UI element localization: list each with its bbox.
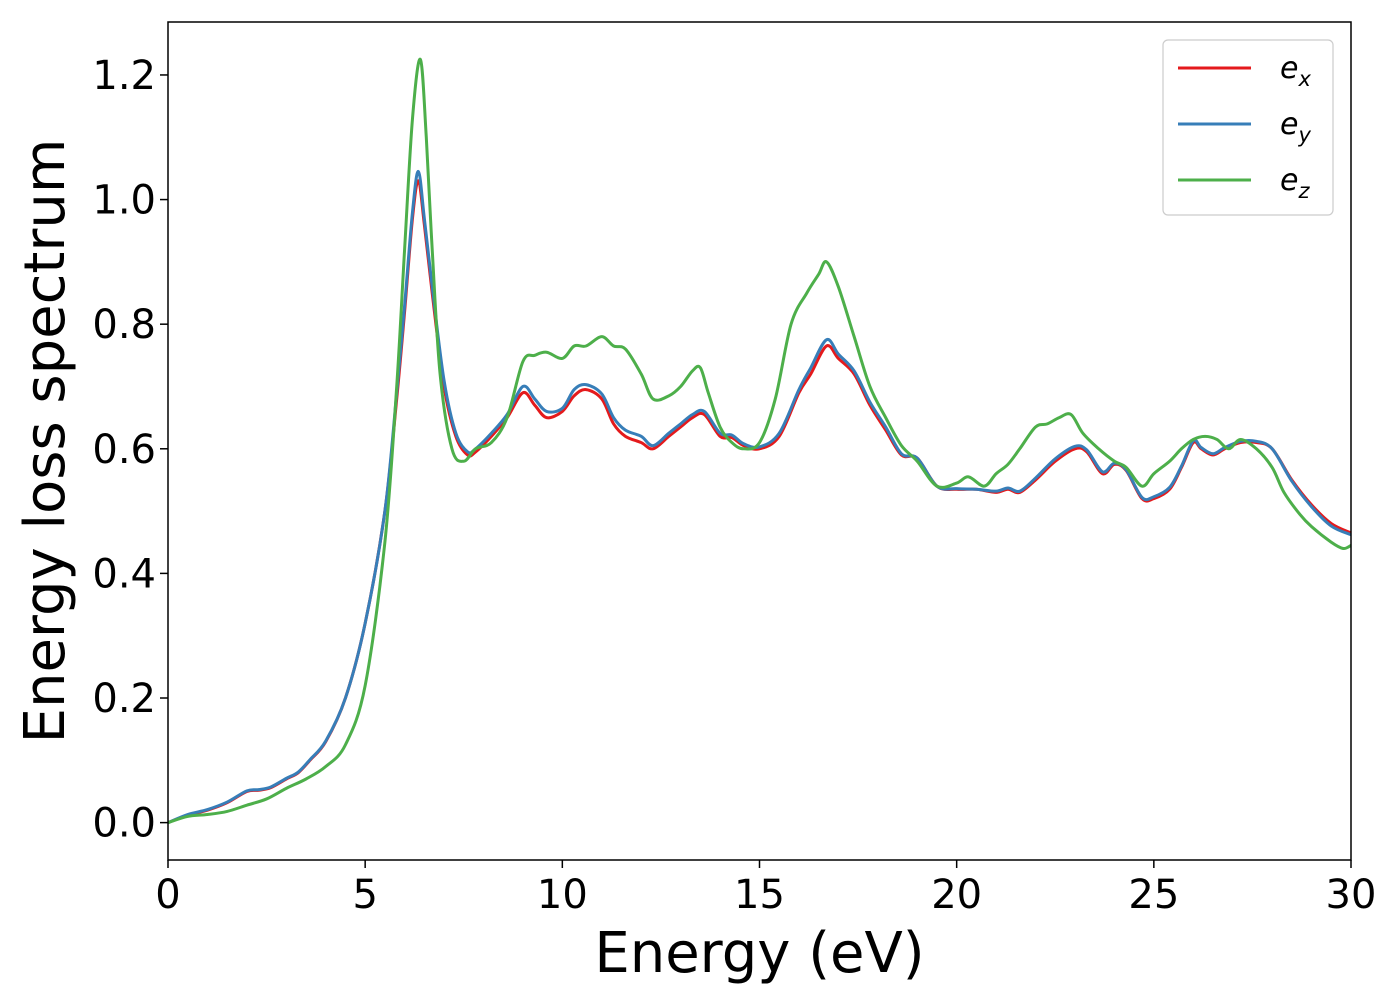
series-line-z: [168, 57, 1351, 825]
y-tick-label: 1.2: [92, 53, 156, 99]
x-axis: 0 5 10 15 20 25 30: [155, 860, 1376, 918]
y-axis: 0.0 0.2 0.4 0.6 0.8 1.0 1.2: [92, 53, 168, 847]
y-tick-label: 0.8: [92, 302, 156, 348]
x-tick-label: 5: [352, 872, 377, 918]
y-tick-label: 0.0: [92, 801, 156, 847]
x-tick-label: 20: [931, 872, 982, 918]
x-tick-label: 0: [155, 872, 180, 918]
x-axis-title: Energy (eV): [594, 921, 924, 986]
x-tick-label: 25: [1128, 872, 1179, 918]
y-tick-label: 0.4: [92, 551, 156, 597]
x-tick-label: 15: [734, 872, 785, 918]
x-tick-label: 30: [1326, 872, 1377, 918]
legend-box: [1162, 39, 1334, 216]
series-line-y: [168, 170, 1351, 825]
legend-label-z: ez: [1280, 163, 1310, 203]
y-tick-label: 0.2: [92, 676, 156, 722]
x-tick-label: 10: [537, 872, 588, 918]
legend-label-x: ex: [1280, 51, 1311, 91]
y-tick-label: 0.6: [92, 427, 156, 473]
legend-label-y: ey: [1280, 107, 1311, 147]
series-layer: [168, 57, 1351, 825]
y-axis-title: Energy loss spectrum: [13, 139, 78, 744]
legend[interactable]: ex ey ez: [1162, 39, 1334, 216]
y-tick-label: 1.0: [92, 178, 156, 224]
series-line-x: [168, 179, 1351, 825]
